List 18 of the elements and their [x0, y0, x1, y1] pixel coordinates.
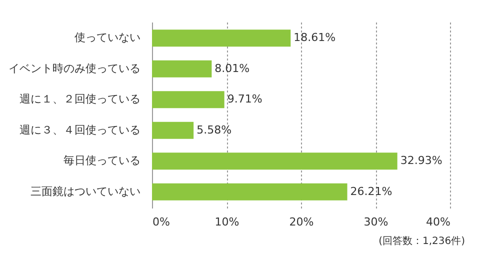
data-label: 9.71%	[227, 92, 262, 106]
y-tick-label: 使っていない	[74, 31, 140, 44]
data-label: 32.93%	[400, 154, 442, 168]
data-label: 8.01%	[214, 62, 250, 75]
y-tick-label: 週に３、４回使っている	[20, 123, 140, 136]
x-tick-label: 40%	[426, 216, 450, 228]
data-label: 26.21%	[350, 184, 392, 198]
text: (回答数：1,236件)	[378, 235, 466, 247]
y-tick-label: 毎日使っている	[64, 154, 140, 168]
y-tick-label: 三面鏡はついていない	[30, 184, 140, 198]
x-tick-label: 10%	[214, 216, 240, 228]
data-label: 18.61%	[294, 31, 336, 44]
x-tick-label: 30%	[364, 216, 388, 228]
x-tick-label: 0%	[152, 216, 170, 228]
x-tick-label: 20%	[289, 216, 314, 228]
data-label: 5.58%	[196, 123, 232, 136]
y-tick-label: イベント時のみ使っている	[8, 62, 140, 75]
y-tick-label: 週に１、２回使っている	[20, 92, 140, 106]
